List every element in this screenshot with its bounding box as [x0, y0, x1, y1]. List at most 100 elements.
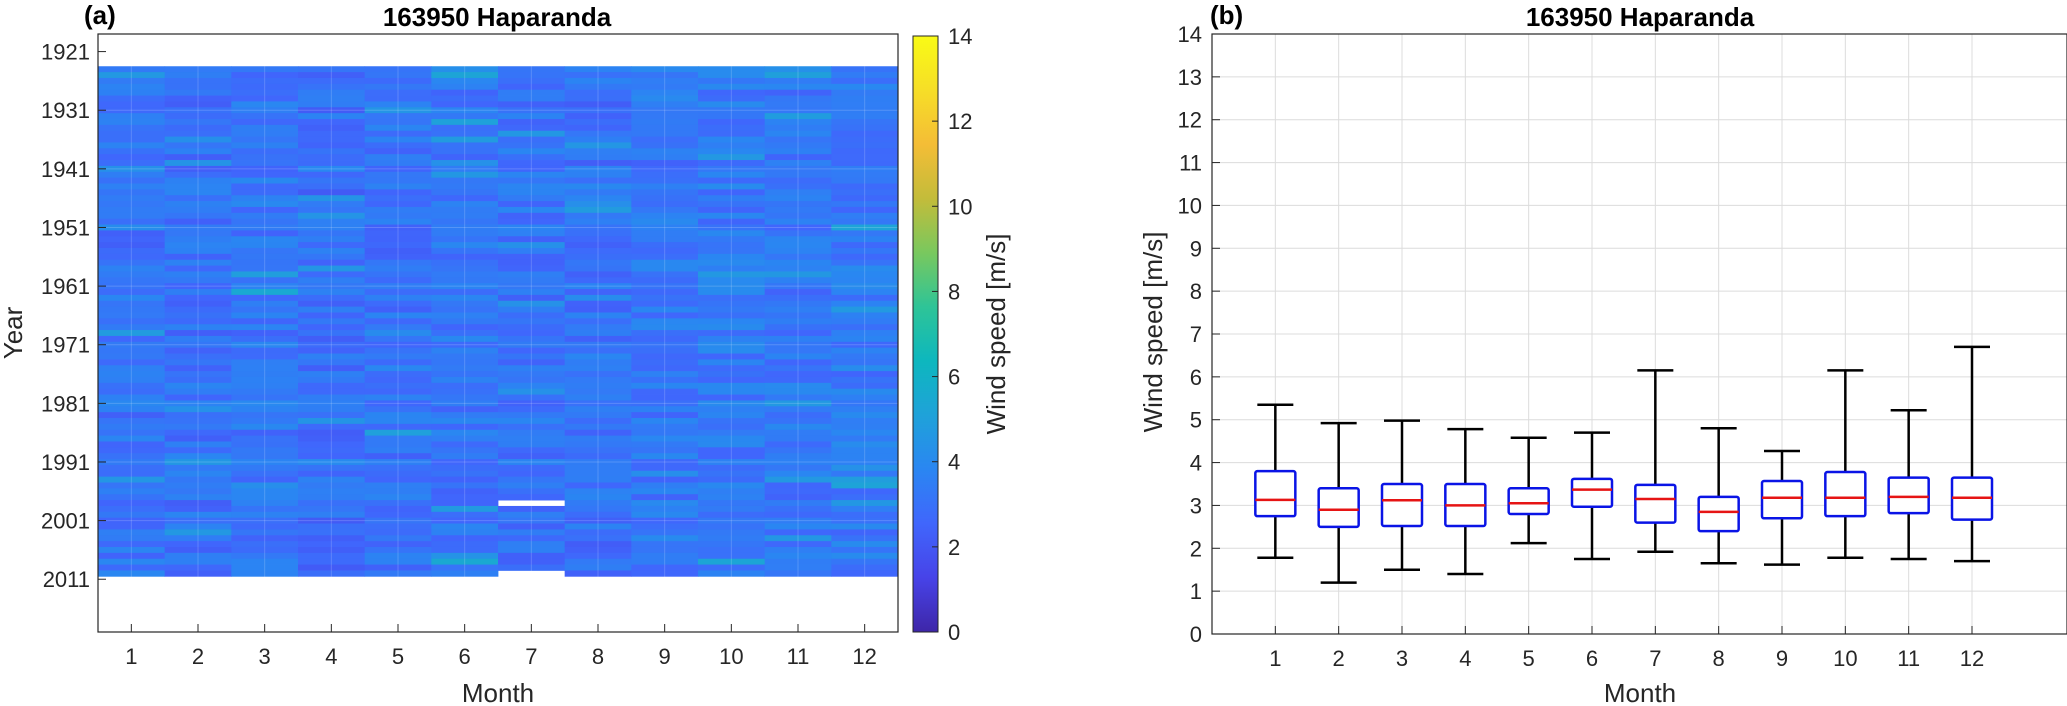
heatmap-cell	[698, 394, 766, 401]
heatmap-cell	[364, 148, 432, 155]
heatmap-cell	[631, 523, 699, 530]
heatmap-cell	[364, 453, 432, 460]
heatmap-cell	[564, 459, 632, 466]
heatmap-cell	[98, 423, 166, 431]
heatmap-cell	[298, 206, 366, 214]
heatmap-x-tick-label: 9	[659, 644, 671, 669]
heatmap-cell	[498, 470, 566, 478]
heatmap-cell	[498, 89, 566, 96]
heatmap-cell	[164, 77, 232, 85]
heatmap-cell	[698, 130, 766, 137]
heatmap-cell	[564, 306, 632, 313]
heatmap-cell	[764, 277, 832, 284]
box-month-4	[1444, 427, 1487, 576]
heatmap-cell	[698, 517, 766, 524]
heatmap-cell	[498, 552, 566, 560]
heatmap-cell	[431, 148, 499, 155]
heatmap-x-tick-label: 8	[592, 644, 604, 669]
heatmap-cell	[498, 113, 566, 120]
heatmap-cell	[231, 195, 299, 202]
heatmap-cell	[298, 83, 366, 91]
heatmap-cell	[98, 517, 166, 524]
heatmap-cell	[298, 77, 366, 85]
heatmap-cell	[564, 423, 632, 431]
heatmap-cell	[98, 142, 166, 149]
heatmap-cell	[298, 289, 366, 296]
heatmap-cell	[231, 505, 299, 513]
heatmap-cell	[231, 236, 299, 243]
boxplot-y-tick-label: 11	[1179, 151, 1202, 176]
heatmap-cell	[564, 335, 632, 343]
heatmap-cell	[98, 359, 166, 366]
heatmap-cell	[831, 148, 899, 155]
heatmap-cell	[164, 72, 232, 79]
heatmap-cell	[498, 130, 566, 137]
boxplot-x-tick-label: 5	[1523, 646, 1535, 671]
heatmap-cell	[764, 382, 832, 390]
heatmap-cell	[98, 494, 166, 501]
heatmap-cell	[364, 482, 432, 489]
heatmap-cell	[164, 429, 232, 436]
heatmap-cell	[231, 335, 299, 343]
heatmap-cell	[764, 388, 832, 395]
heatmap-cell	[498, 365, 566, 372]
heatmap-cell	[431, 77, 499, 85]
heatmap-cell	[498, 306, 566, 313]
heatmap-cell	[564, 394, 632, 401]
heatmap-cell	[764, 189, 832, 196]
heatmap-cell	[98, 265, 166, 272]
iqr-box	[1824, 470, 1867, 518]
heatmap-cell	[764, 570, 832, 577]
heatmap-cell	[831, 271, 899, 278]
heatmap-cell	[298, 107, 366, 114]
heatmap-cell	[564, 347, 632, 354]
heatmap-cell	[698, 500, 766, 507]
heatmap-cell	[364, 541, 432, 548]
heatmap-cell	[498, 177, 566, 184]
heatmap-cell	[698, 230, 766, 237]
heatmap-cell	[298, 523, 366, 530]
heatmap-cell	[164, 541, 232, 548]
heatmap-cell	[564, 388, 632, 395]
heatmap-cell	[498, 359, 566, 366]
heatmap-cell	[164, 113, 232, 120]
heatmap-cell	[364, 136, 432, 143]
heatmap-cell	[98, 523, 166, 530]
heatmap-cell	[564, 230, 632, 237]
heatmap-cell	[231, 289, 299, 296]
heatmap-cell	[498, 441, 566, 448]
heatmap-cell	[831, 535, 899, 542]
heatmap-cell	[364, 376, 432, 384]
heatmap-cell	[831, 206, 899, 214]
heatmap-cell	[498, 259, 566, 266]
heatmap-cell	[498, 453, 566, 460]
heatmap-cell	[831, 171, 899, 179]
boxplot-y-tick-label: 5	[1190, 408, 1202, 433]
colorbar-tick-label: 12	[948, 109, 972, 134]
colorbar-ticks: 0 2 4 6 8 10 12 14	[932, 24, 972, 645]
heatmap-cell	[831, 488, 899, 495]
heatmap-cell	[231, 160, 299, 167]
heatmap-cell	[364, 371, 432, 378]
heatmap-cell	[831, 558, 899, 565]
heatmap-cell	[631, 488, 699, 495]
heatmap-cell	[698, 529, 766, 536]
heatmap-cell	[298, 259, 366, 266]
heatmap-cell	[631, 265, 699, 272]
heatmap-cell	[764, 459, 832, 466]
heatmap-cell	[298, 470, 366, 478]
iqr-box	[1254, 469, 1297, 518]
heatmap-cell	[431, 294, 499, 302]
heatmap-cell	[498, 283, 566, 290]
heatmap-cell	[498, 476, 566, 483]
heatmap-cell	[698, 224, 766, 231]
heatmap-cell	[831, 72, 899, 79]
heatmap-cell	[564, 412, 632, 419]
heatmap-cell	[164, 365, 232, 372]
heatmap-cell	[564, 89, 632, 96]
heatmap-x-tick-label: 10	[719, 644, 743, 669]
heatmap-cell	[498, 83, 566, 91]
heatmap-cell	[564, 464, 632, 472]
heatmap-cell	[498, 148, 566, 155]
heatmap-cell	[831, 341, 899, 349]
